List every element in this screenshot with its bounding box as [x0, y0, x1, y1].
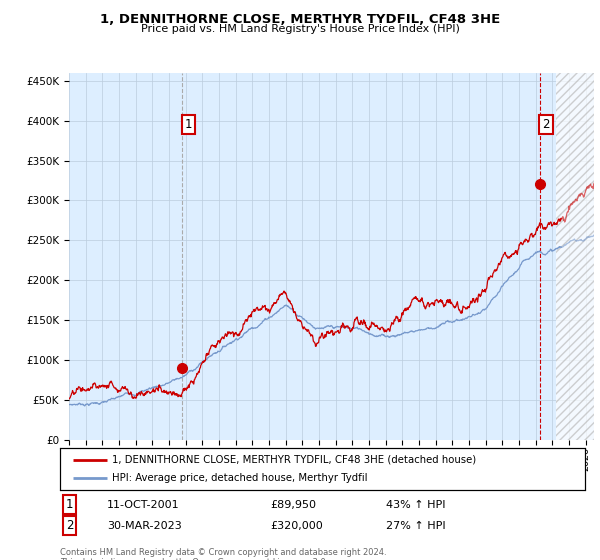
Text: £320,000: £320,000 — [270, 521, 323, 531]
Text: 2: 2 — [66, 519, 73, 533]
Text: HPI: Average price, detached house, Merthyr Tydfil: HPI: Average price, detached house, Mert… — [113, 473, 368, 483]
Text: 27% ↑ HPI: 27% ↑ HPI — [386, 521, 445, 531]
Text: Price paid vs. HM Land Registry's House Price Index (HPI): Price paid vs. HM Land Registry's House … — [140, 24, 460, 34]
Text: 43% ↑ HPI: 43% ↑ HPI — [386, 500, 445, 510]
Text: 11-OCT-2001: 11-OCT-2001 — [107, 500, 180, 510]
Bar — [556, 73, 594, 440]
Text: 1, DENNITHORNE CLOSE, MERTHYR TYDFIL, CF48 3HE: 1, DENNITHORNE CLOSE, MERTHYR TYDFIL, CF… — [100, 13, 500, 26]
Text: 1: 1 — [184, 118, 192, 131]
Text: 30-MAR-2023: 30-MAR-2023 — [107, 521, 182, 531]
Text: £89,950: £89,950 — [270, 500, 316, 510]
Bar — [556, 73, 594, 440]
Text: 2: 2 — [542, 118, 550, 131]
Text: Contains HM Land Registry data © Crown copyright and database right 2024.
This d: Contains HM Land Registry data © Crown c… — [60, 548, 386, 560]
Text: 1: 1 — [66, 498, 73, 511]
Text: 1, DENNITHORNE CLOSE, MERTHYR TYDFIL, CF48 3HE (detached house): 1, DENNITHORNE CLOSE, MERTHYR TYDFIL, CF… — [113, 455, 477, 465]
